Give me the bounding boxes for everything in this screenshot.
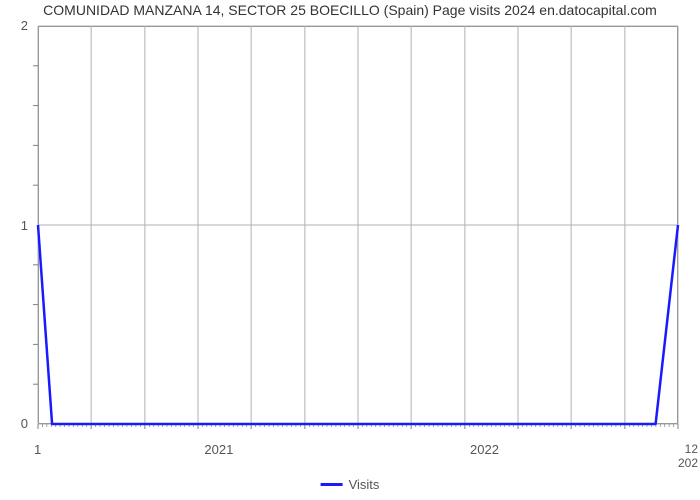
x-major-0: 2021 — [204, 442, 233, 457]
y-tick-2: 2 — [0, 18, 28, 33]
legend-label: Visits — [349, 477, 380, 492]
legend-swatch — [321, 483, 343, 486]
secondary-y-0: 12 — [685, 442, 698, 456]
y-tick-0: 0 — [0, 416, 28, 431]
x-major-1: 2022 — [470, 442, 499, 457]
legend: Visits — [321, 472, 380, 496]
y-tick-1: 1 — [0, 218, 28, 233]
plot-area — [38, 26, 678, 424]
secondary-y-1: 202 — [678, 456, 698, 470]
plot-svg — [38, 26, 678, 424]
chart-title: COMUNIDAD MANZANA 14, SECTOR 25 BOECILLO… — [43, 2, 657, 18]
x-left-label: 1 — [34, 442, 41, 457]
